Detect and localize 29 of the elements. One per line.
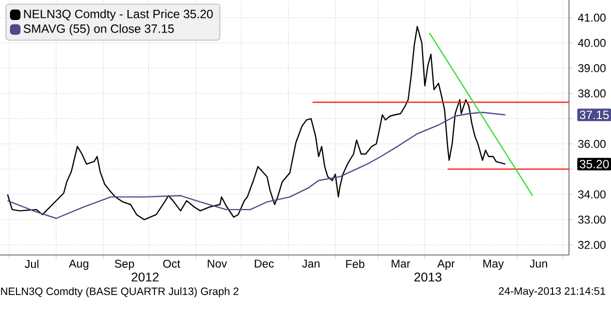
- y-tick-label: 33.00: [578, 216, 606, 224]
- text: 35.20: [580, 160, 609, 168]
- y-tick-label: 34.00: [578, 190, 606, 198]
- x-tick-label: Oct: [163, 260, 180, 268]
- x-tick-label: May: [483, 260, 504, 270]
- x-tick-label: Apr: [437, 260, 455, 270]
- x-tick-label: Feb: [346, 260, 364, 268]
- text: NELN3Q Comdty (BASE QUARTR Jul13) Graph 2: [1, 287, 238, 298]
- text: 37.15: [580, 110, 609, 120]
- y-tick-label: 38.00: [578, 89, 606, 98]
- text: 2013: [414, 272, 442, 282]
- x-tick-label: Jul: [24, 260, 38, 268]
- legend-label: SMAVG (55) on Close 37.15: [24, 24, 174, 36]
- text: 2012: [132, 272, 159, 282]
- line-series: [6, 112, 506, 219]
- y-tick-label: 39.00: [578, 64, 606, 72]
- text: 24-May-2013 21:14:51: [498, 287, 606, 297]
- x-tick-label: Aug: [68, 260, 88, 270]
- x-tick-label: Sep: [114, 260, 134, 270]
- x-tick-label: Jun: [530, 260, 548, 268]
- x-tick-label: Nov: [208, 260, 228, 268]
- x-tick-label: Jan: [302, 260, 320, 268]
- x-tick-label: Mar: [392, 260, 410, 268]
- y-tick-label: 41.00: [578, 14, 606, 22]
- y-tick-label: 36.00: [578, 140, 606, 148]
- y-tick-label: 40.00: [578, 38, 606, 47]
- x-tick-label: Dec: [254, 260, 274, 268]
- legend-label: NELN3Q Comdty - Last Price 35.20: [24, 9, 213, 21]
- y-tick-label: 32.00: [578, 240, 606, 249]
